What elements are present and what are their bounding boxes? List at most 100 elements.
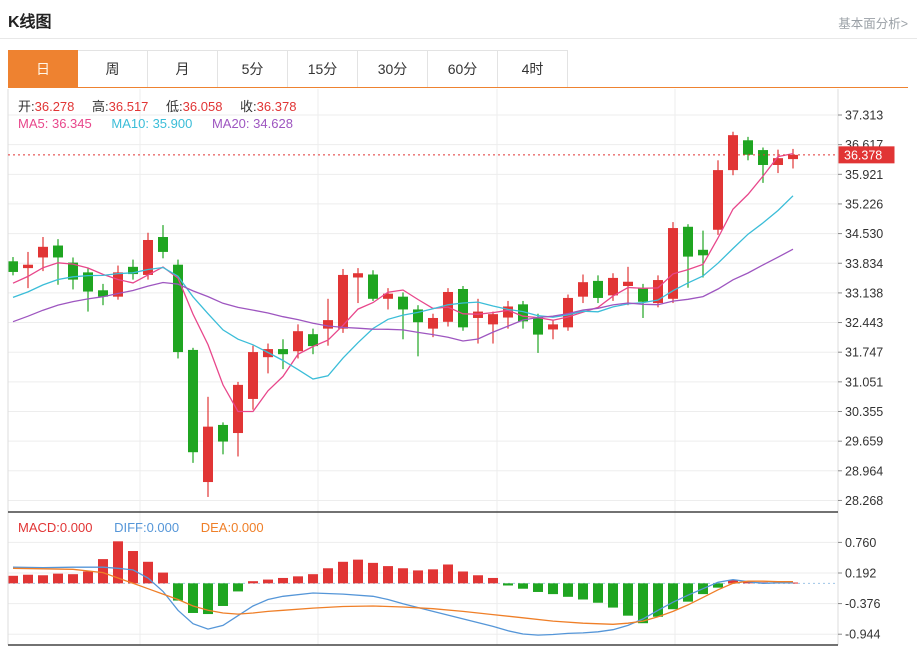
macd-bar [338,561,348,584]
axis-label: 33.138 [845,286,883,300]
macd-bar [218,583,228,606]
candle-body [773,158,783,165]
macd-bar [563,583,573,597]
candle-body [608,277,618,296]
candle-body [98,290,108,297]
macd-bar [113,541,123,584]
tab-week[interactable]: 周 [78,50,148,88]
high-label: 高: [92,99,109,114]
page-title: K线图 [8,14,52,31]
axis-label: 31.747 [845,346,883,360]
candle-body [38,246,48,258]
ma10-readout: MA10: 35.900 [111,116,193,131]
macd-bar [593,583,603,603]
axis-label: 34.530 [845,227,883,241]
candle-body [158,237,168,252]
candle-body [278,349,288,355]
candle-body [488,314,498,325]
macd-bar [428,569,438,584]
tab-month[interactable]: 月 [148,50,218,88]
macd-bar [353,559,363,584]
macd-bar [638,583,648,624]
ma20-readout: MA20: 34.628 [211,116,293,131]
macd-bar [503,583,513,586]
candlestick-series [8,131,798,497]
macd-bar [158,572,168,584]
tab-15min[interactable]: 15分 [288,50,358,88]
macd-bar [668,583,678,610]
macd-bar [398,568,408,584]
candle-body [248,352,258,399]
tab-60min[interactable]: 60分 [428,50,498,88]
candle-body [218,424,228,442]
axis-label: 28.964 [845,464,883,478]
macd-histogram [8,541,798,624]
fundamental-analysis-link[interactable]: 基本面分析> [838,17,908,31]
macd-bar [458,571,468,584]
dea-line [12,567,793,625]
tabs-underline [8,87,908,88]
candle-body [638,288,648,302]
tab-day[interactable]: 日 [8,50,78,88]
tab-30min[interactable]: 30分 [358,50,428,88]
candle-body [83,272,93,292]
axis-label: 35.921 [845,168,883,182]
macd-bar [368,562,378,584]
candle-body [323,320,333,329]
timeframe-tabs: 日 周 月 5分 15分 30分 60分 4时 [8,50,568,88]
candle-body [533,317,543,335]
tab-5min[interactable]: 5分 [218,50,288,88]
candle-body [758,150,768,165]
candle-body [143,239,153,275]
candle-body [713,170,723,230]
tab-4hour[interactable]: 4时 [498,50,568,88]
axis-label: 28.268 [845,494,883,508]
candle-body [578,282,588,297]
macd-value-readout: MACD:0.000 [18,520,93,535]
macd-bar [728,580,738,584]
macd-bar [518,583,528,589]
candle-body [293,331,303,352]
candle-body [398,296,408,310]
macd-bar [473,575,483,584]
candle-body [68,262,78,280]
low-value: 36.058 [182,99,223,114]
open-value: 36.278 [34,99,75,114]
macd-bar [743,581,753,584]
candle-body [698,249,708,256]
axis-label: 0.760 [845,536,876,550]
axis-label: 37.313 [845,109,883,123]
low-label: 低: [166,99,183,114]
candle-body [413,309,423,323]
candle-body [623,281,633,287]
macd-bar [98,559,108,584]
macd-bar [278,577,288,584]
candle-body [383,293,393,299]
price-axis: 37.31336.61735.92135.22634.53033.83433.1… [838,109,883,508]
candle-body [188,349,198,453]
macd-axis: 0.760 0.192 -0.376 -0.944 [838,536,880,642]
macd-bar [548,583,558,595]
macd-bar [38,575,48,584]
candle-body [128,266,138,275]
badge-bg [838,146,895,164]
ma10-line [12,195,794,380]
candle-body [173,264,183,353]
macd-bar [578,583,588,600]
axis-label: 32.443 [845,316,883,330]
macd-bar [188,583,198,613]
macd-bar [683,583,693,602]
candle-body [428,317,438,329]
candle-body [53,245,63,258]
macd-bar [203,583,213,615]
candle-body [668,228,678,299]
grid-lines [8,89,838,645]
axis-label: 31.051 [845,375,883,389]
macd-bar [323,568,333,584]
macd-bar [713,583,723,588]
macd-bar [623,583,633,616]
macd-bar [263,579,273,584]
macd-bar [443,564,453,584]
